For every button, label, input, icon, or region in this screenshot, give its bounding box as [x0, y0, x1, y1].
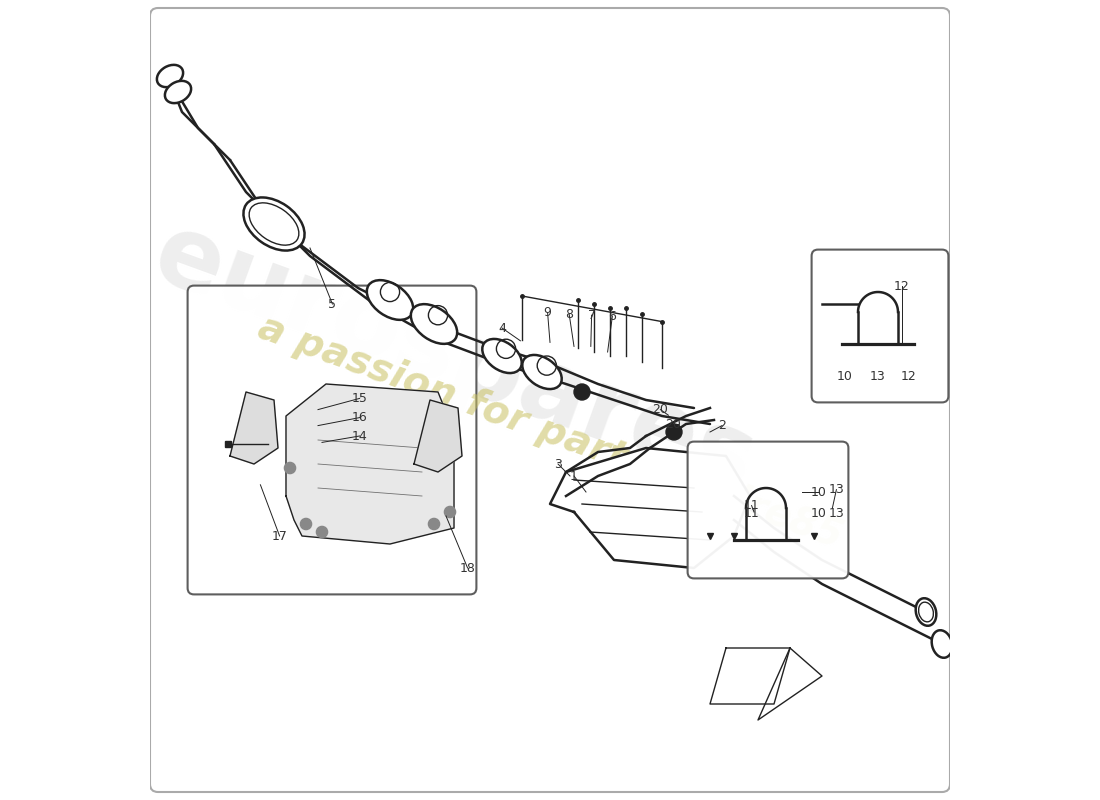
Text: 8: 8	[565, 308, 573, 321]
Circle shape	[285, 462, 296, 474]
Text: 1: 1	[570, 470, 578, 482]
Text: 6: 6	[608, 310, 616, 322]
Circle shape	[428, 518, 440, 530]
Text: 20: 20	[652, 403, 669, 416]
Ellipse shape	[410, 304, 458, 344]
Ellipse shape	[915, 598, 936, 626]
FancyBboxPatch shape	[688, 442, 848, 578]
Text: 13: 13	[828, 507, 845, 520]
Text: 2: 2	[718, 419, 726, 432]
Text: 12: 12	[894, 280, 910, 293]
Ellipse shape	[165, 81, 191, 103]
Text: 18: 18	[460, 562, 475, 574]
Text: 13: 13	[828, 483, 845, 496]
Ellipse shape	[243, 198, 305, 250]
Polygon shape	[286, 384, 454, 544]
FancyBboxPatch shape	[188, 286, 476, 594]
Text: 3: 3	[554, 458, 562, 470]
Polygon shape	[230, 392, 278, 464]
Text: 10: 10	[811, 507, 827, 520]
Polygon shape	[710, 648, 790, 704]
Ellipse shape	[918, 602, 934, 622]
Text: 7: 7	[587, 309, 595, 322]
FancyBboxPatch shape	[812, 250, 948, 402]
Text: eurospares: eurospares	[141, 206, 768, 514]
Text: 17: 17	[272, 530, 287, 542]
Text: 13: 13	[870, 370, 886, 382]
Ellipse shape	[249, 203, 299, 245]
Text: 14: 14	[352, 430, 367, 442]
Polygon shape	[414, 400, 462, 472]
Text: 5: 5	[329, 298, 337, 310]
Text: 10: 10	[811, 486, 827, 498]
Text: a passion for parts.sindre85: a passion for parts.sindre85	[253, 308, 847, 556]
Circle shape	[317, 526, 328, 538]
Circle shape	[444, 506, 455, 518]
Text: 11: 11	[744, 507, 759, 520]
Ellipse shape	[932, 630, 953, 658]
Text: 4: 4	[498, 322, 506, 334]
Polygon shape	[550, 448, 750, 568]
Ellipse shape	[366, 280, 414, 320]
Text: 10: 10	[836, 370, 852, 382]
Ellipse shape	[482, 339, 521, 373]
Ellipse shape	[157, 65, 183, 87]
Polygon shape	[758, 648, 822, 720]
Text: 12: 12	[901, 370, 916, 382]
Circle shape	[666, 424, 682, 440]
Circle shape	[574, 384, 590, 400]
Text: 15: 15	[352, 392, 367, 405]
Text: 16: 16	[352, 411, 367, 424]
Text: 9: 9	[543, 306, 551, 319]
Text: 11: 11	[744, 499, 759, 512]
Ellipse shape	[522, 355, 562, 389]
Circle shape	[300, 518, 311, 530]
Text: 20: 20	[666, 418, 681, 430]
